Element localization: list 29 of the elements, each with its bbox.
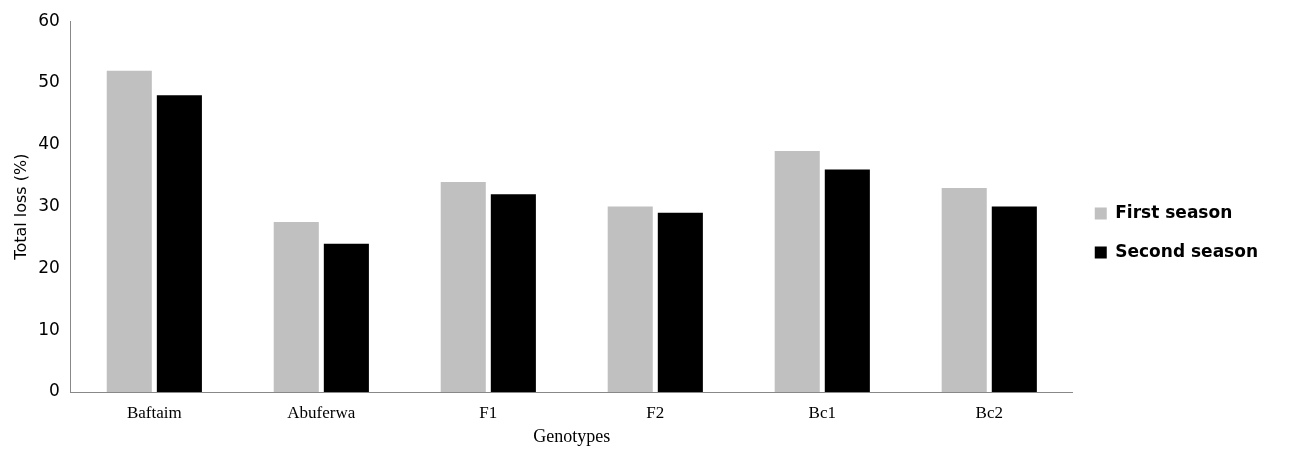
x-tick-label: Baftaim (126, 402, 182, 422)
bar (273, 222, 319, 392)
legend-label: First season (1115, 201, 1233, 222)
x-tick-label: F1 (479, 402, 498, 422)
y-tick-label: 40 (38, 133, 60, 154)
bar (607, 206, 653, 392)
y-tick-label: 0 (49, 380, 60, 401)
bar (774, 150, 820, 392)
y-tick-label: 50 (38, 71, 60, 92)
y-tick-label: 30 (38, 195, 60, 216)
y-tick-label: 20 (38, 256, 60, 277)
bar (440, 181, 486, 392)
x-tick-label: F2 (646, 402, 665, 422)
bar (490, 194, 536, 392)
y-tick-label: 10 (38, 318, 60, 339)
x-tick-label: Bc1 (808, 402, 836, 422)
y-axis-title: Total loss (%) (10, 153, 30, 261)
legend-label: Second season (1115, 240, 1259, 261)
bar (323, 243, 369, 392)
x-axis-title: Genotypes (533, 425, 611, 446)
bar (657, 212, 703, 392)
bar (941, 188, 987, 392)
bar (156, 95, 202, 392)
y-tick-label: 60 (38, 9, 60, 30)
x-tick-label: Bc2 (975, 402, 1003, 422)
bar (106, 70, 152, 392)
x-tick-label: Abuferwa (287, 402, 356, 422)
bar (991, 206, 1037, 392)
bar (824, 169, 870, 392)
